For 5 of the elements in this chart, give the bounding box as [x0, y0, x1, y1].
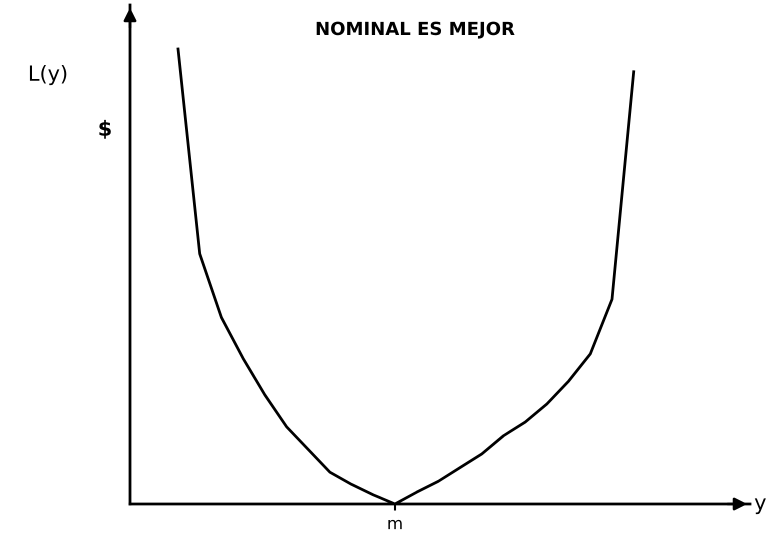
- text: $: [99, 120, 111, 139]
- text: m: [388, 520, 402, 530]
- text: y: [754, 498, 766, 514]
- chart-title: NOMINAL ES MEJOR: [316, 22, 515, 39]
- y-axis-title: L(y): [30, 64, 66, 86]
